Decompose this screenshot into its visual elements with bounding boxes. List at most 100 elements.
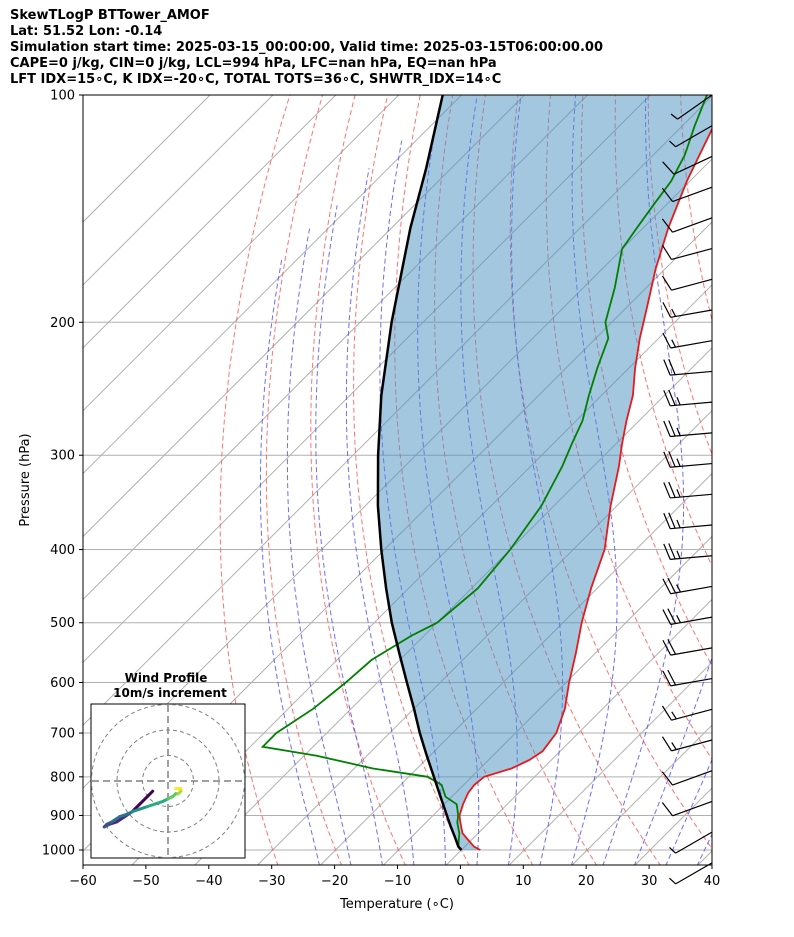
hodograph-trace-segment [110,815,122,824]
dry-adiabat [647,95,712,456]
wind-barb [662,669,713,687]
temperature-line [458,127,712,851]
x-tick-label: −10 [384,874,411,889]
hodograph-trace-segment [115,815,127,824]
y-axis-label: Pressure (hPa) [18,433,33,526]
barb-flag [661,705,672,721]
wind-barb [663,481,713,499]
moist-adiabat [633,656,712,865]
wind-barb [663,451,713,468]
barb-flag [668,512,676,529]
dry-adiabat [265,95,343,865]
barb-half-flag [671,711,677,720]
isotherm [571,724,712,865]
title-line-1: SkewTLogP BTTower_AMOF [10,8,210,23]
wind-barb [670,94,713,120]
barb-half-flag [676,489,681,498]
barb-staff [670,677,713,687]
barb-staff [670,616,713,626]
barb-half-flag [669,140,677,148]
isotherm [446,598,712,865]
x-tick-label: −20 [321,874,348,889]
barb-staff [670,555,713,560]
cin-shading [377,95,712,850]
barb-flag [668,358,676,375]
title-line-3: Simulation start time: 2025-03-15_00:00:… [10,40,603,55]
x-tick-label: 30 [641,874,658,889]
barb-flag [661,244,672,260]
wind-barb [661,217,713,233]
barb-flag [661,187,674,202]
dry-adiabat [713,95,794,866]
barb-flag [662,639,672,656]
barb-flag [668,420,676,437]
barb-flag [668,481,676,498]
dry-adiabat [219,95,291,865]
barb-flag [663,359,671,376]
barb-half-flag [671,339,677,348]
barb-flag [667,639,677,655]
x-tick-label: 20 [578,874,595,889]
wind-barb [662,639,713,656]
barb-flag [662,578,672,594]
wind-barb [661,705,713,721]
barb-staff [670,340,713,349]
moist-adiabat [602,95,685,865]
title-line-2: Lat: 51.52 Lon: -0.14 [10,24,163,39]
moist-adiabat [286,227,352,865]
barb-flag [662,161,675,175]
barb-half-flag [669,847,677,854]
barb-staff [672,186,713,203]
barb-staff [675,125,713,148]
wind-barb [662,332,713,349]
wind-barb [663,358,713,376]
barb-staff [673,155,713,175]
barb-flag [667,608,677,624]
hodograph-title: Wind Profile [125,671,208,685]
isotherm [257,409,712,865]
moist-adiabat [315,205,383,865]
barb-flag [662,302,672,318]
wind-barb [669,125,713,148]
wind-barb [661,736,713,752]
y-tick-label: 100 [50,89,75,104]
wind-barb [669,862,713,885]
barb-flag [668,389,676,406]
barb-flag [663,390,671,407]
isotherm [83,95,400,412]
barb-flag [661,771,674,786]
barb-flag [667,669,677,686]
y-tick-label: 500 [50,616,75,631]
wind-barb [663,512,713,530]
barb-staff [672,217,713,233]
isotherm [508,661,712,865]
barb-flag [663,420,671,437]
barb-staff [671,247,713,261]
isotherm [83,95,462,475]
y-tick-label: 600 [50,676,75,691]
barb-half-flag [671,742,677,750]
barb-staff [670,585,713,595]
barb-flag [661,275,672,291]
barb-staff [671,278,713,291]
dry-adiabat [778,95,794,866]
wind-barb [662,577,713,595]
barb-half-flag [676,584,682,593]
barb-staff [670,524,713,530]
hodograph: Wind Profile 10m/s increment [90,671,246,859]
barb-flag [668,543,676,560]
barb-staff [670,462,713,468]
x-tick-label: −40 [195,874,222,889]
barb-flag [663,451,671,468]
wind-barb [662,608,713,626]
title-line-5: LFT IDX=15∘C, K IDX=-20∘C, TOTAL TOTS=36… [10,72,502,87]
y-tick-label: 700 [50,727,75,742]
barb-flag [662,670,672,687]
wind-barb [661,275,713,291]
wind-barb [663,420,713,438]
barb-staff [671,739,713,752]
barb-flag [661,736,672,752]
barb-flag [661,218,674,233]
barb-half-flag [676,396,681,406]
